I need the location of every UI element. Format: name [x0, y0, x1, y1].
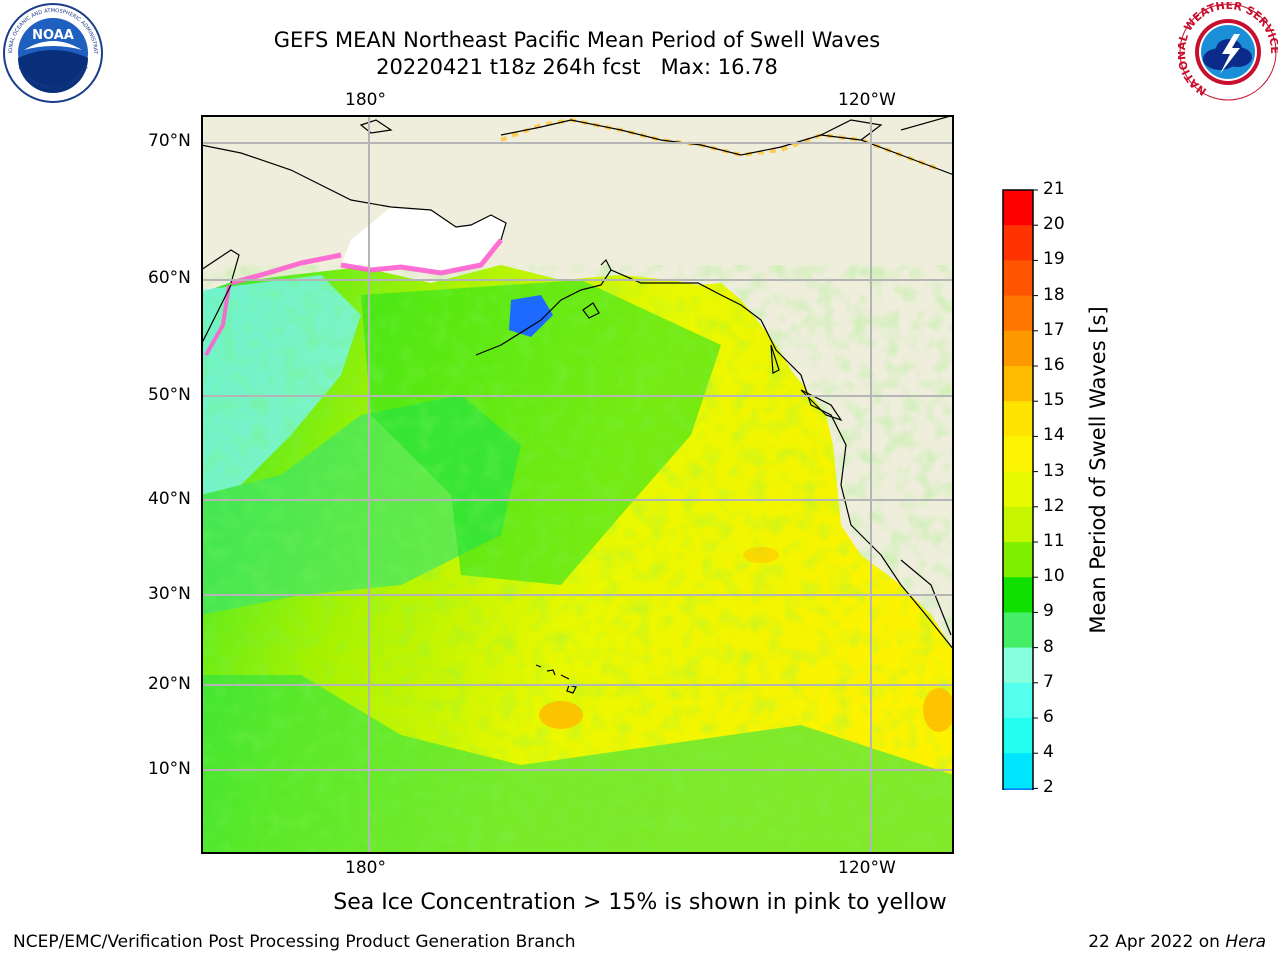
top-lon-label-120w: 120°W: [838, 90, 896, 110]
colorbar: 21 20 19 18 17 16 15 14 13 12 11 10 9 8 7 6 4 2: [995, 179, 1115, 797]
colorbar-tick-label: 10: [1043, 566, 1065, 587]
colorbar-tick-label: 8: [1043, 636, 1054, 657]
colorbar-swatch: [1003, 577, 1033, 613]
colorbar-tick-label: 4: [1043, 742, 1054, 763]
map-subtitle: 20220421 t18z 264h fcst Max: 16.78: [376, 55, 778, 79]
colorbar-tick-label: 6: [1043, 707, 1054, 727]
colorbar-tick-label: 17: [1043, 319, 1065, 340]
colorbar-swatch: [1003, 542, 1033, 578]
lat-label-30n: 30°N: [148, 584, 191, 604]
colorbar-tick-label: 21: [1043, 179, 1065, 199]
colorbar-swatch: [1003, 260, 1033, 297]
colorbar-tick-label: 12: [1043, 495, 1065, 516]
lat-label-60n: 60°N: [148, 268, 191, 288]
lat-label-70n: 70°N: [148, 131, 191, 151]
colorbar-tick-label: 9: [1043, 601, 1054, 622]
sea-ice-edge: [340, 238, 503, 276]
colorbar-title: Mean Period of Swell Waves [s]: [1086, 306, 1110, 634]
ocean-texture: [201, 265, 954, 854]
footer-date-text: 22 Apr 2022 on: [1088, 932, 1226, 952]
footer-machine: Hera: [1225, 932, 1266, 952]
colorbar-tick-label: 18: [1043, 284, 1065, 305]
orange-patch-mid: [743, 547, 779, 563]
colorbar-tick-label: 19: [1043, 249, 1065, 270]
colorbar-swatch: [1003, 190, 1033, 226]
lat-label-40n: 40°N: [148, 489, 191, 509]
lat-label-20n: 20°N: [148, 674, 191, 694]
bering-sea-ice: [341, 207, 506, 273]
orange-patch-hawaii: [539, 701, 583, 729]
sea-ice-note: Sea Ice Concentration > 15% is shown in …: [333, 890, 947, 915]
colorbar-tick-label: 14: [1043, 425, 1065, 446]
colorbar-swatch: [1003, 330, 1033, 367]
colorbar-swatch: [1003, 436, 1033, 473]
footer-date: 22 Apr 2022 on Hera: [1088, 932, 1266, 952]
bottom-lon-label-120w: 120°W: [838, 858, 896, 878]
sea-ice-edge-west-side: [204, 284, 231, 356]
colorbar-swatch: [1003, 647, 1033, 684]
noaa-logo-text: NOAA: [32, 28, 74, 43]
colorbar-swatch: [1003, 612, 1033, 649]
lat-label-10n: 10°N: [148, 759, 191, 779]
cook-inlet-short-period: [509, 295, 553, 337]
map-frame: [201, 115, 954, 854]
lat-label-50n: 50°N: [148, 385, 191, 405]
colorbar-swatches: [1002, 189, 1038, 790]
colorbar-swatch: [1003, 366, 1033, 402]
colorbar-swatch: [1003, 471, 1033, 508]
colorbar-swatch: [1003, 788, 1033, 790]
colorbar-swatch: [1003, 225, 1033, 261]
map-title: GEFS MEAN Northeast Pacific Mean Period …: [273, 28, 881, 52]
colorbar-tick-label: 2: [1043, 777, 1054, 798]
colorbar-tick-label: 20: [1043, 214, 1065, 235]
colorbar-tick-label: 13: [1043, 460, 1065, 481]
bottom-lon-label-180: 180°: [345, 858, 386, 878]
colorbar-tick-label: 16: [1043, 355, 1065, 375]
colorbar-tick-label: 7: [1043, 671, 1054, 692]
colorbar-swatch: [1003, 401, 1033, 437]
footer-credit: NCEP/EMC/Verification Post Processing Pr…: [13, 932, 576, 952]
noaa-logo: NOAA NATIONAL OCEANIC AND ATMOSPHERIC AD…: [2, 2, 103, 103]
colorbar-swatch: [1003, 506, 1033, 543]
colorbar-swatch: [1003, 753, 1033, 789]
colorbar-swatch: [1003, 295, 1033, 332]
top-lon-label-180: 180°: [345, 90, 386, 110]
colorbar-tick-label: 11: [1043, 531, 1065, 551]
swell-period-map: [201, 115, 954, 854]
graticule: [201, 115, 954, 854]
nws-logo: NATIONAL WEATHER SERVICE: [1178, 2, 1278, 101]
colorbar-tick-label: 15: [1043, 390, 1065, 411]
colorbar-swatch: [1003, 682, 1033, 719]
colorbar-swatch: [1003, 718, 1033, 754]
orange-patch-east: [923, 688, 954, 732]
